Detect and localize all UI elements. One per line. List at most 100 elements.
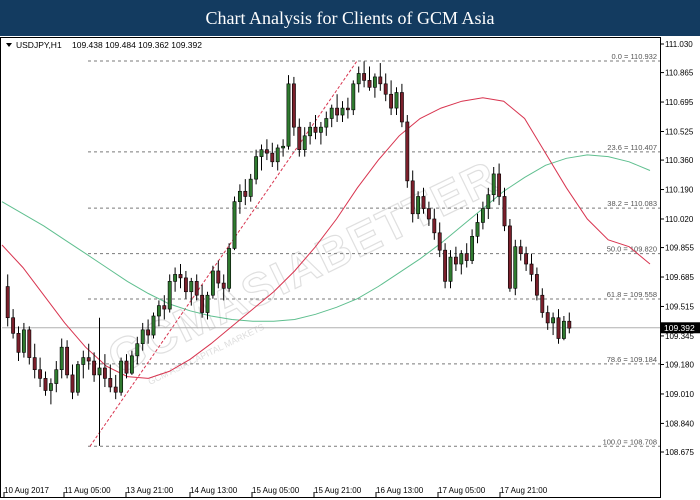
candle-body <box>97 367 102 376</box>
candlestick <box>529 253 534 282</box>
candlestick <box>324 111 329 136</box>
candlestick <box>486 187 491 219</box>
candle-body <box>405 121 410 182</box>
candle-body <box>524 253 529 265</box>
x-tick-label: 15 Aug 21:00 <box>314 486 362 495</box>
candle-body <box>507 225 512 289</box>
candlestick <box>183 270 188 299</box>
y-tick-label: 110.020 <box>665 215 694 224</box>
candlestick <box>48 378 53 405</box>
candlestick <box>345 97 350 119</box>
candle-body <box>367 80 372 88</box>
candlestick <box>254 149 259 185</box>
candle-body <box>448 256 453 282</box>
candle-body <box>162 305 167 310</box>
candle-body <box>210 270 215 296</box>
candle-body <box>459 253 464 265</box>
candlestick <box>205 291 210 320</box>
candlestick <box>119 357 124 396</box>
y-tick-label: 110.695 <box>665 98 694 107</box>
candle-body <box>340 107 345 116</box>
candle-body <box>221 282 226 289</box>
candlestick <box>102 354 107 388</box>
candlestick <box>281 139 286 157</box>
candlestick <box>189 277 194 306</box>
y-tick-label: 109.515 <box>665 302 694 311</box>
candle-body <box>308 126 313 137</box>
candlestick <box>243 179 248 206</box>
candlestick <box>475 213 480 244</box>
candlestick <box>470 229 475 265</box>
candle-body <box>216 270 221 284</box>
candlestick <box>502 187 507 232</box>
candlestick <box>367 66 372 91</box>
candle-body <box>470 236 475 261</box>
candle-body <box>421 196 426 209</box>
y-tick-label: 111.030 <box>665 40 693 49</box>
candlestick <box>507 218 512 292</box>
candle-body <box>205 294 210 313</box>
candle-body <box>318 126 323 133</box>
fib-level-label: 61.8 = 109.558 <box>607 290 657 299</box>
candle-body <box>173 274 178 282</box>
candle-body <box>102 367 107 379</box>
candle-body <box>156 305 161 317</box>
candlestick <box>308 121 313 145</box>
y-tick-label: 108.840 <box>665 419 694 428</box>
candlestick <box>259 144 264 171</box>
candlestick <box>513 239 518 296</box>
candle-body <box>86 357 91 362</box>
candle-body <box>237 190 242 202</box>
candle-body <box>264 149 269 154</box>
candle-body <box>275 147 280 163</box>
candle-body <box>32 357 37 371</box>
candle-body <box>178 274 183 279</box>
candle-body <box>561 320 566 339</box>
candle-body <box>291 83 296 128</box>
candlestick <box>383 73 388 102</box>
candle-body <box>540 294 545 313</box>
candle-body <box>497 173 502 197</box>
candle-body <box>254 156 259 180</box>
candlestick <box>567 312 572 334</box>
candle-body <box>124 360 129 374</box>
y-tick-label: 110.360 <box>665 156 694 165</box>
candlestick <box>448 250 453 289</box>
candlestick <box>162 295 167 320</box>
candle-body <box>464 253 469 261</box>
candlestick <box>216 260 221 289</box>
candle-body <box>567 320 572 329</box>
candlestick <box>518 239 523 261</box>
candle-body <box>119 360 124 393</box>
candle-body <box>545 312 550 324</box>
candlestick <box>464 243 469 268</box>
candle-body <box>502 196 507 227</box>
candle-body <box>232 201 237 249</box>
x-tick-label: 13 Aug 21:00 <box>126 486 174 495</box>
dropdown-triangle-icon[interactable] <box>6 43 12 47</box>
candle-body <box>140 329 145 345</box>
candle-body <box>16 333 21 353</box>
candlestick <box>540 288 545 318</box>
candle-body <box>551 317 556 324</box>
candle-body <box>513 246 518 289</box>
candle-body <box>302 135 307 150</box>
candlestick <box>329 104 334 128</box>
candlestick <box>70 364 75 400</box>
candlestick <box>210 265 215 299</box>
candlestick <box>167 274 172 313</box>
candle-body <box>480 208 485 223</box>
candlestick <box>313 115 318 140</box>
candlestick <box>556 309 561 344</box>
candle-body <box>399 92 404 123</box>
candle-body <box>383 83 388 95</box>
y-tick-label: 109.345 <box>665 332 694 341</box>
candle-body <box>372 76 377 88</box>
candlestick <box>16 326 21 362</box>
candle-body <box>75 364 80 393</box>
candlestick <box>194 274 199 301</box>
candle-body <box>92 360 97 376</box>
candle-body <box>410 180 415 215</box>
x-tick-label: 10 Aug 2017 <box>4 486 49 495</box>
candle-body <box>54 369 59 384</box>
